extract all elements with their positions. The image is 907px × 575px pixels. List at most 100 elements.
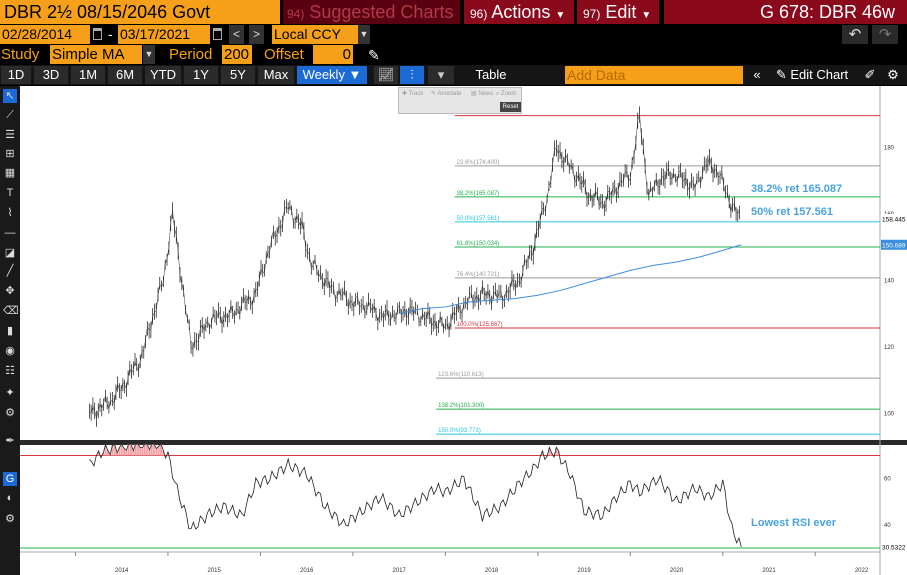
security-ticker[interactable]: DBR 2½ 08/15/2046 Govt [0,0,280,24]
price-link [397,305,400,308]
layers-icon[interactable]: ☷ [5,365,15,377]
bar-chart-icon[interactable]: ⫶ [400,66,424,84]
settings-icon[interactable]: ⚙ [5,407,15,419]
suggested-charts-button[interactable]: 94) Suggested Charts [283,0,460,24]
price-link [108,400,111,409]
calendar-icon[interactable] [213,28,222,40]
hline-icon[interactable]: — [4,227,16,239]
line-chart-icon[interactable]: 📈︎ [374,66,398,84]
ruler-icon[interactable]: ◪ [4,247,16,259]
price-link [595,190,598,196]
add-data-input[interactable]: Add Data [565,66,743,84]
currency-select[interactable]: Local CCY [272,25,358,44]
news-button[interactable]: ▤ News [471,91,494,97]
reset-button[interactable]: Reset [500,102,521,112]
price-link [612,186,615,188]
price-link [727,193,730,203]
table-button[interactable]: Table [458,66,524,84]
range-5y-button[interactable]: 5Y [221,66,255,84]
price-link [172,210,175,229]
range-1d-button[interactable]: 1D [1,66,31,84]
price-link [227,314,230,319]
price-link [329,284,332,289]
price-link [572,169,576,183]
mode-toggle-icon[interactable]: ◐ [6,492,14,504]
period-input[interactable]: 200 [222,45,252,64]
settings-icon[interactable]: ⚙ [5,513,15,525]
mode-g-icon[interactable]: G [3,472,17,486]
pen-icon[interactable]: ✒ [5,435,15,447]
prev-period-button[interactable]: < [229,25,244,44]
style-icon[interactable]: ✦ [5,387,15,399]
erase-icon[interactable]: ⌫ [3,305,19,317]
chart-type-dropdown-icon[interactable]: ▾ [428,66,454,84]
track-label: Track [408,91,424,97]
dropdown-arrow-icon[interactable]: ▼ [143,45,155,64]
edit-annotation-icon[interactable]: ✐ [860,66,880,84]
frequency-select[interactable]: Weekly ▼ [297,66,367,84]
actions-menu[interactable]: 96) Actions ▼ [464,0,574,24]
line-tool-icon[interactable]: ╱ [6,265,14,277]
price-link [692,182,696,189]
range-1y-button[interactable]: 1Y [184,66,218,84]
redo-icon[interactable]: ↷ [872,25,898,44]
price-link [411,308,414,315]
edit-chart-button[interactable]: ✎ Edit Chart [768,66,856,84]
price-chart[interactable]: 0.0%23.6%(174.400)38.2%(165.087)50.0%(15… [20,86,907,575]
move-icon[interactable]: ✥ [5,285,15,297]
range-6m-button[interactable]: 6M [108,66,142,84]
calendar-icon[interactable] [93,28,102,40]
pencil-icon[interactable]: ✎ [368,47,380,63]
undo-icon[interactable]: ↶ [842,25,868,44]
price-link [515,281,518,289]
study-type-select[interactable]: Simple MA [50,45,142,64]
channel-icon[interactable]: ⊞ [5,148,15,160]
collapse-double-chevron-icon[interactable]: « [748,66,766,84]
price-link [344,289,347,300]
price-link [349,300,353,303]
trendline-icon[interactable]: ⟋ [6,109,14,121]
brush-icon[interactable]: ⌇ [7,207,13,219]
price-link [569,164,572,169]
price-link [359,305,362,308]
range-ytd-button[interactable]: YTD [145,66,181,84]
text-icon[interactable]: T [6,187,14,199]
range-max-button[interactable]: Max [258,66,294,84]
cursor-icon[interactable]: ↖ [3,89,17,103]
price-link [338,289,342,297]
price-link [214,317,217,320]
price-link [687,187,690,191]
price-link [694,177,698,189]
price-link [284,206,287,209]
price-link [641,136,644,148]
delete-icon[interactable]: ▮ [6,325,14,337]
price-link [491,294,494,304]
eye-icon[interactable]: ◉ [5,345,15,357]
price-link [318,273,321,277]
x-tick-label: 2021 [762,568,776,574]
price-link [506,289,509,294]
start-date-field[interactable]: 02/28/2014 [0,25,90,44]
price-link [532,242,536,257]
range-1m-button[interactable]: 1M [71,66,105,84]
price-link [221,318,225,325]
price-link [115,383,118,393]
dropdown-arrow-icon[interactable]: ▼ [358,25,370,44]
next-period-button[interactable]: > [249,25,264,44]
settings-icon[interactable]: ⚙ [882,66,904,84]
price-link [609,191,612,196]
end-date-field[interactable]: 03/17/2021 [118,25,210,44]
zoom-button[interactable]: ⌕ Zoom [496,91,517,97]
track-button[interactable]: ✚ Track [402,91,424,97]
offset-input[interactable]: 0 [313,45,353,64]
range-3d-button[interactable]: 3D [34,66,68,84]
price-link [536,228,539,230]
price-link [541,208,544,210]
price-link [385,308,388,313]
price-link [508,289,511,294]
annotate-button[interactable]: ✎ Annotate [431,91,462,97]
edit-menu[interactable]: 97) Edit ▼ [577,0,659,24]
price-link [593,190,596,200]
shapes-icon[interactable]: ▦ [4,167,16,179]
fibonacci-icon[interactable]: ☰ [5,129,15,141]
